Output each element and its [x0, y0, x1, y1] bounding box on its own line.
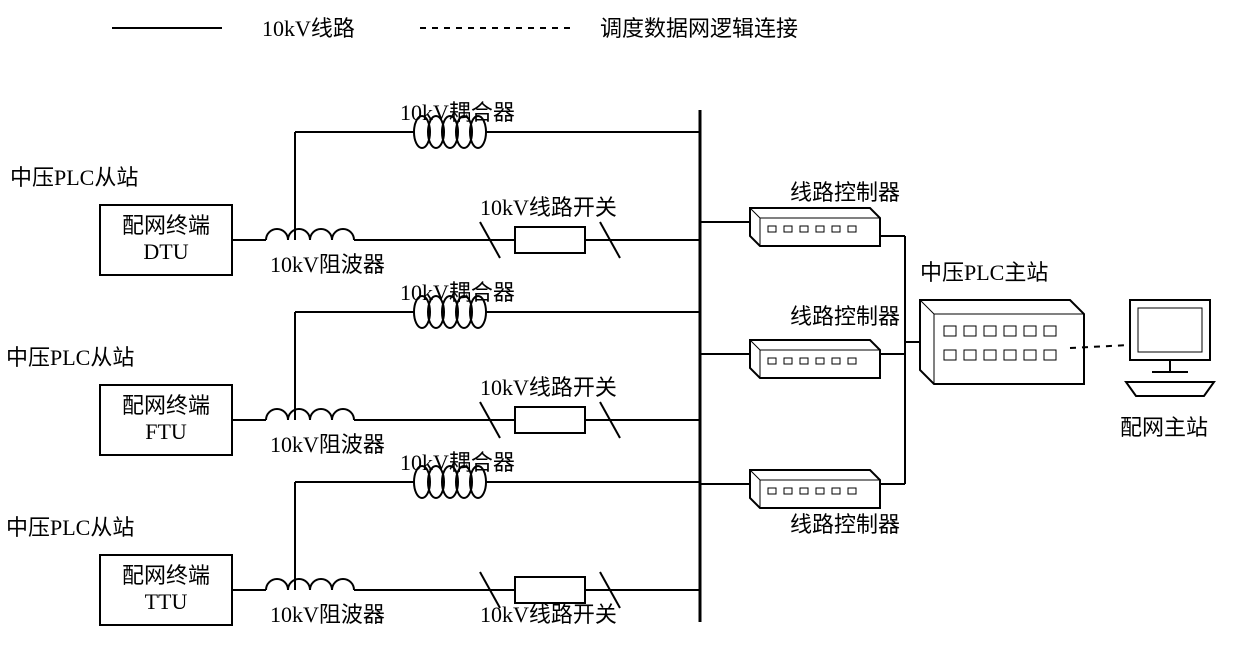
host-label: 配网主站: [1120, 415, 1208, 440]
line-controller-icon: [750, 340, 880, 378]
coupler-label-2: 10kV耦合器: [400, 280, 515, 305]
trap-label-2: 10kV阻波器: [270, 432, 385, 457]
controller-label-2: 线路控制器: [790, 304, 900, 329]
switch-label-3: 10kV线路开关: [480, 602, 617, 627]
plc-master-label: 中压PLC主站: [920, 260, 1048, 285]
trap-label-3: 10kV阻波器: [270, 602, 385, 627]
host-pc-icon: [1126, 300, 1214, 396]
wave-trap-icon: [266, 409, 354, 420]
legend-solid-label: 10kV线路: [262, 16, 355, 41]
line-controller-icon: [750, 470, 880, 508]
line-switch-icon: [465, 222, 635, 258]
terminal-box-line1-2: 配网终端: [122, 393, 210, 418]
terminal-box-line1-3: 配网终端: [122, 563, 210, 588]
slave-label-3: 中压PLC从站: [6, 515, 134, 540]
line-switch-icon: [465, 402, 635, 438]
terminal-box-line2-1: DTU: [143, 239, 188, 264]
wave-trap-icon: [266, 229, 354, 240]
slave-label-2: 中压PLC从站: [6, 345, 134, 370]
terminal-box-line1-1: 配网终端: [122, 213, 210, 238]
terminal-box-line2-2: FTU: [145, 419, 187, 444]
coupler-label-3: 10kV耦合器: [400, 450, 515, 475]
trap-label-1: 10kV阻波器: [270, 252, 385, 277]
controller-label-3: 线路控制器: [790, 512, 900, 537]
wave-trap-icon: [266, 579, 354, 590]
coupler-label-1: 10kV耦合器: [400, 100, 515, 125]
switch-label-1: 10kV线路开关: [480, 195, 617, 220]
controller-label-1: 线路控制器: [790, 180, 900, 205]
line-controller-icon: [750, 208, 880, 246]
plc-master-icon: [920, 300, 1084, 384]
slave-label-1: 中压PLC从站: [10, 165, 138, 190]
switch-label-2: 10kV线路开关: [480, 375, 617, 400]
terminal-box-line2-3: TTU: [145, 589, 188, 614]
legend-dashed-label: 调度数据网逻辑连接: [600, 16, 798, 41]
